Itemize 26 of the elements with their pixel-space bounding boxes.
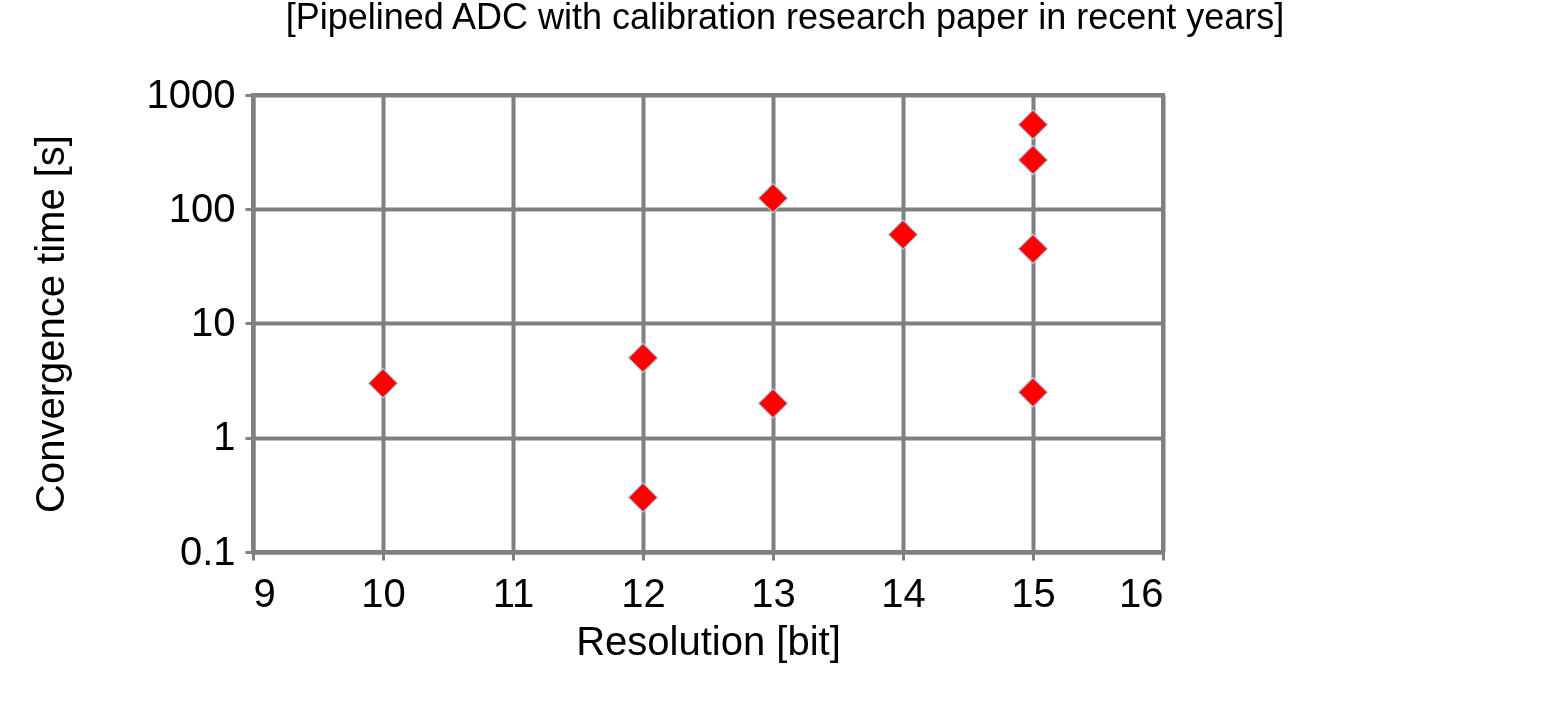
x-tick-label: 12	[621, 570, 666, 615]
x-tick-label: 16	[1119, 570, 1164, 615]
y-tick-label: 1	[213, 414, 236, 459]
point	[757, 183, 789, 214]
y-tick-label: 10	[191, 300, 236, 344]
point	[757, 388, 789, 419]
y-tick-label: 1000	[146, 71, 236, 116]
point	[1017, 109, 1049, 140]
point	[627, 342, 659, 374]
y-axis-title: Convergence time [s]	[27, 135, 72, 513]
point	[887, 219, 919, 250]
x-tick-label: 10	[361, 570, 406, 615]
point	[1017, 144, 1049, 176]
x-tick-label: 11	[492, 570, 535, 615]
x-tick-label: 15	[1011, 570, 1056, 615]
point	[1017, 233, 1049, 265]
chart-title: [Pipelined ADC with calibration research paper in recent years]	[285, 0, 1285, 37]
point	[1017, 377, 1049, 408]
point	[627, 482, 659, 513]
x-tick-label: 9	[253, 570, 276, 615]
x-tick-label: 14	[881, 570, 926, 615]
point	[367, 368, 399, 399]
y-tick-label: 100	[168, 185, 236, 230]
x-axis-title: Resolution [bit]	[576, 618, 841, 663]
x-tick-label: 13	[751, 570, 796, 615]
y-tick-label: 0.1	[179, 528, 236, 573]
